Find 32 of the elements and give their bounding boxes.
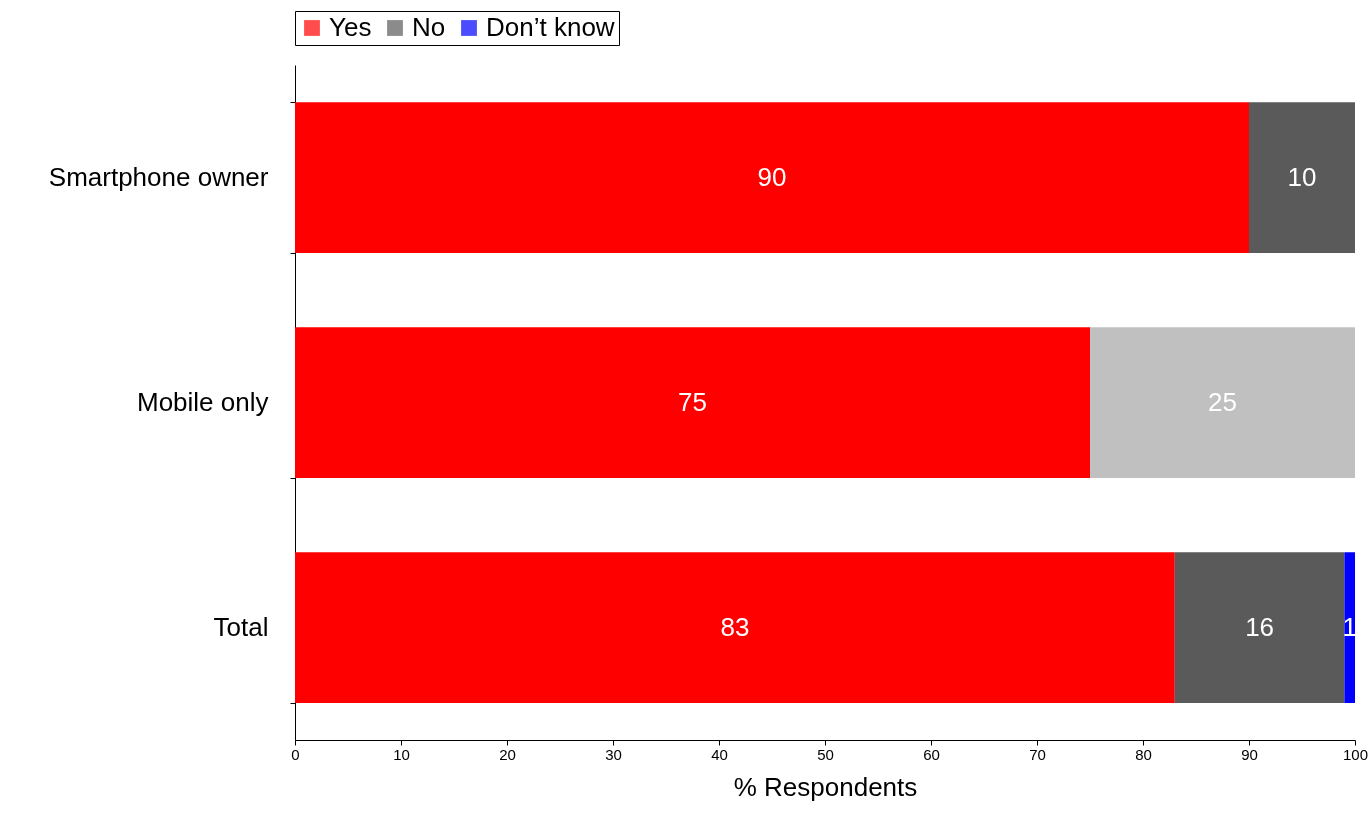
legend-label: No — [412, 12, 446, 42]
data-label: 16 — [1245, 611, 1275, 642]
bar — [1249, 102, 1355, 253]
data-label: 10 — [1287, 161, 1317, 192]
legend-label: Yes — [329, 12, 372, 42]
x-tick-label: 80 — [1135, 745, 1152, 763]
y-tick-label: Smartphone owner — [48, 162, 269, 192]
data-label: 75 — [678, 386, 707, 417]
x-tick-label: 30 — [605, 745, 622, 763]
x-axis-title: % Respondents — [733, 771, 918, 802]
x-tick-label: 70 — [1029, 745, 1046, 763]
x-tick-label: 10 — [393, 745, 410, 763]
bar — [1344, 552, 1355, 703]
x-tick-label: 100 — [1342, 745, 1369, 763]
y-tick-label: Total — [213, 612, 269, 642]
x-tick-label: 0 — [291, 745, 300, 763]
x-tick-label: 90 — [1241, 745, 1258, 763]
x-tick-label: 40 — [711, 745, 728, 763]
data-label: 25 — [1208, 386, 1237, 417]
bar — [295, 552, 1175, 703]
x-tick-label: 20 — [499, 745, 516, 763]
bar — [295, 102, 1249, 253]
data-label: 90 — [757, 161, 787, 192]
bar — [1174, 552, 1345, 703]
bar — [295, 327, 1090, 478]
legend-label: Don’t know — [486, 12, 615, 42]
data-label: 1 — [1342, 611, 1357, 642]
y-tick-label: Mobile only — [136, 387, 269, 417]
x-tick-label: 60 — [923, 745, 940, 763]
data-label: 83 — [720, 611, 750, 642]
x-tick-label: 50 — [817, 745, 834, 763]
bar — [1090, 327, 1355, 478]
